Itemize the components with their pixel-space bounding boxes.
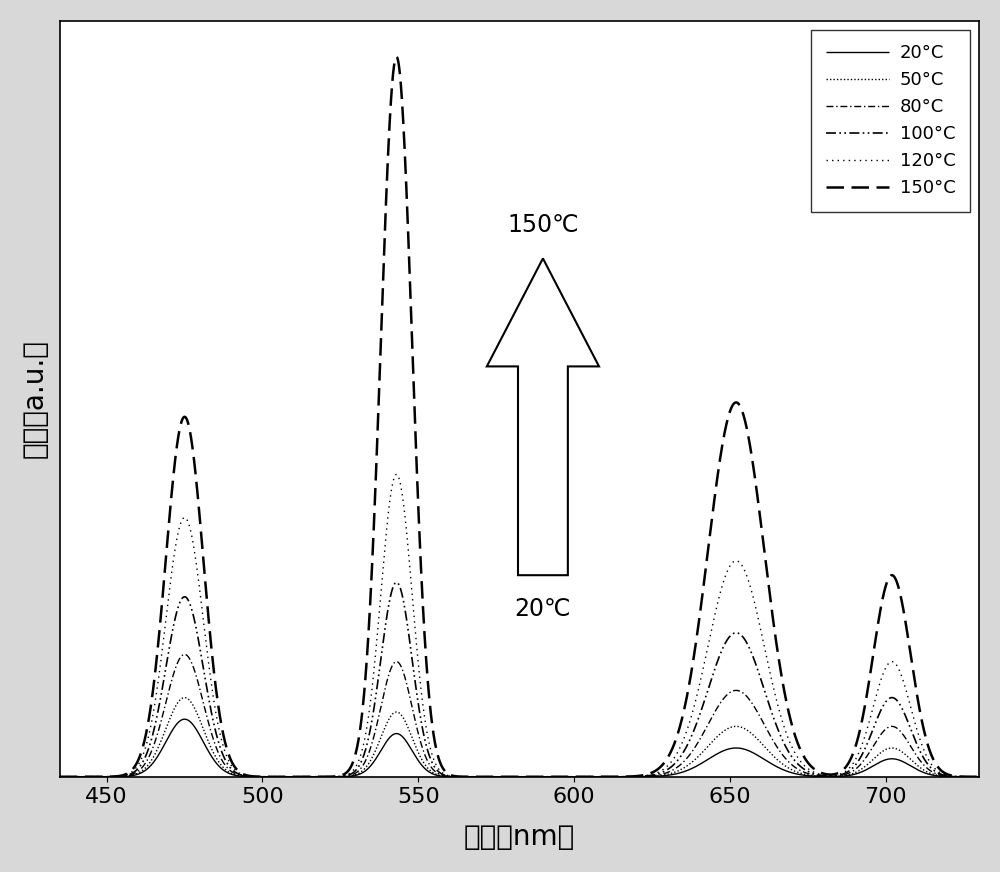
80°C [606, 772, 618, 782]
50°C [740, 725, 752, 735]
100°C [740, 637, 752, 647]
120°C [405, 580, 417, 590]
150°C [54, 772, 66, 782]
80°C [54, 772, 66, 782]
Y-axis label: 强度（a.u.）: 强度（a.u.） [21, 339, 49, 459]
120°C [740, 569, 752, 580]
20°C [652, 771, 664, 781]
120°C [221, 752, 233, 762]
100°C [606, 772, 618, 782]
120°C [973, 772, 985, 782]
50°C [652, 771, 664, 781]
120°C [54, 772, 66, 782]
80°C [405, 698, 417, 709]
20°C [973, 772, 985, 782]
100°C [390, 577, 402, 588]
20°C [606, 772, 618, 782]
20°C [179, 714, 191, 725]
20°C [54, 772, 66, 782]
80°C [179, 649, 191, 659]
50°C [606, 772, 618, 782]
150°C [973, 772, 985, 782]
50°C [54, 772, 66, 782]
Legend: 20°C, 50°C, 80°C, 100°C, 120°C, 150°C: 20°C, 50°C, 80°C, 100°C, 120°C, 150°C [811, 30, 970, 212]
20°C [221, 767, 233, 778]
50°C [513, 772, 525, 782]
50°C [405, 731, 417, 741]
Line: 20°C: 20°C [60, 719, 979, 777]
Line: 80°C: 80°C [60, 654, 979, 777]
X-axis label: 波长（nm）: 波长（nm） [464, 823, 575, 851]
150°C [405, 315, 417, 325]
120°C [390, 469, 402, 480]
150°C [652, 764, 664, 774]
120°C [513, 772, 525, 782]
50°C [179, 692, 191, 703]
100°C [810, 769, 822, 780]
20°C [405, 744, 417, 754]
150°C [390, 51, 402, 62]
100°C [54, 772, 66, 782]
80°C [740, 691, 752, 701]
120°C [606, 772, 618, 782]
100°C [221, 758, 233, 768]
100°C [973, 772, 985, 782]
80°C [973, 772, 985, 782]
150°C [513, 772, 525, 782]
80°C [513, 772, 525, 782]
120°C [810, 768, 822, 779]
Text: 20℃: 20℃ [515, 596, 571, 621]
20°C [740, 745, 752, 755]
Text: 150℃: 150℃ [507, 213, 579, 237]
50°C [221, 766, 233, 776]
150°C [221, 744, 233, 754]
150°C [740, 420, 752, 431]
100°C [513, 772, 525, 782]
80°C [810, 770, 822, 780]
150°C [606, 772, 618, 782]
120°C [652, 767, 664, 778]
Line: 150°C: 150°C [60, 57, 979, 777]
80°C [221, 762, 233, 773]
100°C [405, 648, 417, 658]
50°C [810, 771, 822, 781]
20°C [810, 771, 822, 781]
80°C [652, 770, 664, 780]
Polygon shape [487, 258, 599, 576]
Line: 120°C: 120°C [60, 474, 979, 777]
Line: 100°C: 100°C [60, 582, 979, 777]
Line: 50°C: 50°C [60, 698, 979, 777]
100°C [652, 768, 664, 779]
20°C [513, 772, 525, 782]
150°C [810, 765, 822, 775]
50°C [973, 772, 985, 782]
